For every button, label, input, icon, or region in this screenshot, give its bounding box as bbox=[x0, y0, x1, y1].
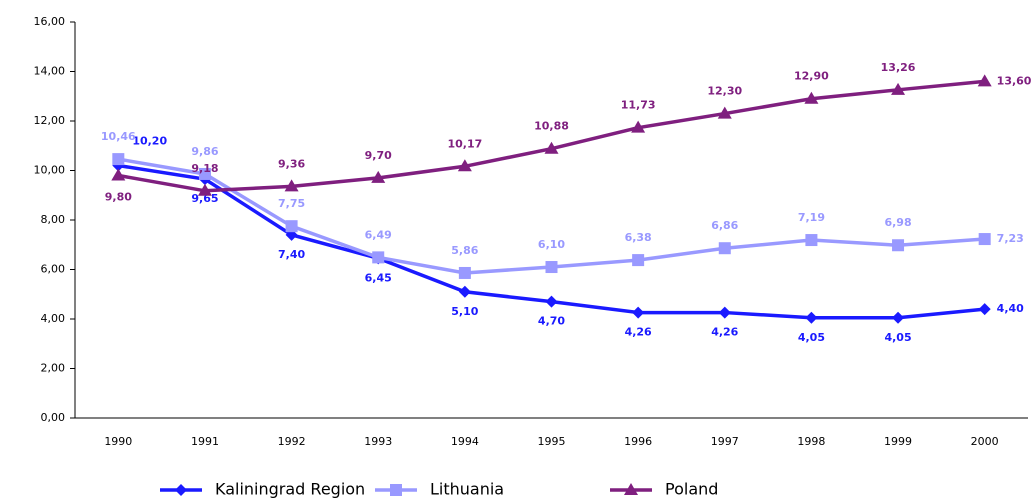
data-point bbox=[457, 159, 472, 172]
data-point bbox=[977, 74, 992, 87]
series-line bbox=[118, 79, 985, 193]
value-label: 6,49 bbox=[365, 228, 392, 241]
value-label: 6,10 bbox=[538, 238, 565, 251]
y-tick-label: 2,00 bbox=[41, 362, 66, 375]
x-tick-label: 1998 bbox=[797, 435, 825, 448]
y-tick-label: 14,00 bbox=[34, 65, 66, 78]
y-tick-label: 8,00 bbox=[41, 213, 66, 226]
value-label: 4,05 bbox=[884, 331, 911, 344]
value-label: 4,05 bbox=[798, 331, 825, 344]
data-point bbox=[804, 91, 819, 104]
value-label: 5,10 bbox=[451, 305, 478, 318]
data-point bbox=[112, 153, 125, 166]
data-point bbox=[458, 266, 471, 279]
x-tick-label: 1997 bbox=[711, 435, 739, 448]
series-line bbox=[118, 157, 985, 275]
value-label: 9,65 bbox=[191, 192, 218, 205]
data-point bbox=[197, 183, 212, 196]
data-point bbox=[892, 311, 905, 324]
value-label: 7,40 bbox=[278, 248, 305, 261]
data-point bbox=[198, 167, 211, 180]
value-label: 4,26 bbox=[711, 326, 738, 339]
data-point bbox=[285, 220, 298, 233]
value-label: 11,73 bbox=[621, 99, 656, 112]
data-point bbox=[632, 254, 645, 267]
value-label: 10,20 bbox=[132, 135, 167, 148]
value-label: 9,80 bbox=[105, 190, 132, 203]
x-tick-label: 1996 bbox=[624, 435, 652, 448]
value-label: 4,40 bbox=[997, 302, 1024, 315]
data-point bbox=[892, 239, 905, 252]
data-point bbox=[805, 234, 818, 247]
data-point bbox=[718, 306, 731, 319]
value-label: 13,26 bbox=[881, 61, 916, 74]
x-tick-label: 1992 bbox=[278, 435, 306, 448]
value-label: 6,38 bbox=[625, 231, 652, 244]
data-point bbox=[371, 170, 386, 183]
legend-marker bbox=[390, 484, 402, 496]
y-tick-label: 4,00 bbox=[41, 312, 66, 325]
legend-marker bbox=[175, 484, 187, 496]
legend-label: Poland bbox=[665, 480, 718, 499]
x-tick-label: 1999 bbox=[884, 435, 912, 448]
data-point bbox=[717, 106, 732, 119]
value-label: 4,26 bbox=[625, 326, 652, 339]
y-tick-label: 10,00 bbox=[34, 164, 66, 177]
data-point bbox=[631, 120, 646, 133]
value-label: 12,90 bbox=[794, 70, 829, 83]
value-label: 9,86 bbox=[191, 145, 218, 158]
data-point bbox=[545, 261, 558, 274]
data-point bbox=[545, 295, 558, 308]
data-point bbox=[978, 303, 991, 316]
y-tick-label: 16,00 bbox=[34, 15, 66, 28]
data-point bbox=[111, 168, 126, 181]
value-label: 6,98 bbox=[884, 216, 911, 229]
value-label: 7,75 bbox=[278, 197, 305, 210]
x-tick-label: 1991 bbox=[191, 435, 219, 448]
data-point bbox=[632, 306, 645, 319]
y-tick-label: 6,00 bbox=[41, 263, 66, 276]
data-point bbox=[284, 179, 299, 192]
legend-label: Kaliningrad Region bbox=[215, 480, 365, 499]
value-label: 6,86 bbox=[711, 219, 738, 232]
value-label: 10,17 bbox=[447, 137, 482, 150]
x-tick-label: 1993 bbox=[364, 435, 392, 448]
value-label: 9,70 bbox=[365, 149, 392, 162]
value-label: 9,36 bbox=[278, 157, 305, 170]
data-point bbox=[891, 82, 906, 95]
value-label: 7,23 bbox=[997, 232, 1024, 245]
x-tick-label: 2000 bbox=[971, 435, 999, 448]
data-point bbox=[458, 285, 471, 298]
legend-marker bbox=[624, 483, 638, 495]
value-label: 4,70 bbox=[538, 315, 565, 328]
x-tick-label: 1990 bbox=[104, 435, 132, 448]
y-tick-label: 0,00 bbox=[41, 411, 66, 424]
value-label: 7,19 bbox=[798, 211, 825, 224]
data-point bbox=[978, 233, 991, 246]
value-label: 13,60 bbox=[997, 74, 1031, 87]
value-label: 10,88 bbox=[534, 120, 569, 133]
value-label: 10,46 bbox=[101, 130, 136, 143]
data-point bbox=[718, 242, 731, 255]
value-label: 9,18 bbox=[191, 162, 218, 175]
data-point bbox=[372, 251, 385, 264]
data-point bbox=[805, 311, 818, 324]
data-point bbox=[544, 141, 559, 154]
value-label: 5,86 bbox=[451, 244, 478, 257]
value-label: 12,30 bbox=[707, 85, 742, 98]
value-label: 6,45 bbox=[365, 271, 392, 284]
y-tick-label: 12,00 bbox=[34, 114, 66, 127]
x-tick-label: 1995 bbox=[538, 435, 566, 448]
x-tick-label: 1994 bbox=[451, 435, 479, 448]
legend-label: Lithuania bbox=[430, 480, 504, 499]
